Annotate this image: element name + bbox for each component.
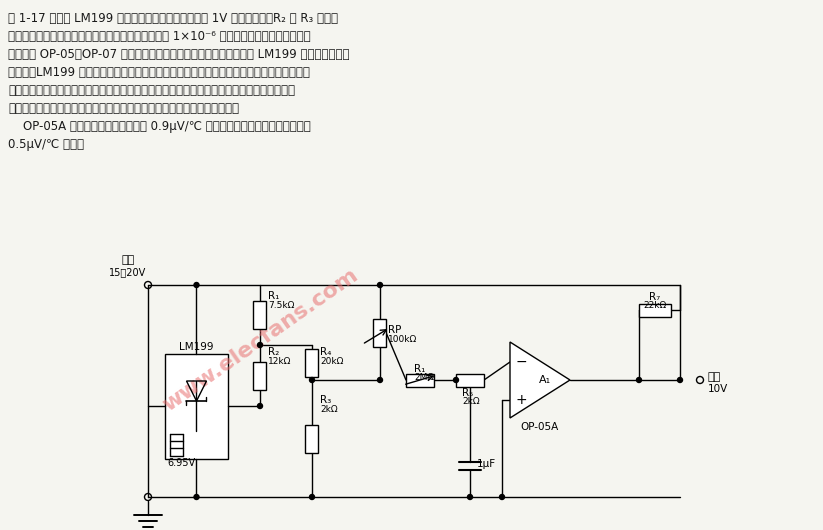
- Circle shape: [636, 377, 641, 383]
- Bar: [253, 361, 267, 390]
- Bar: [305, 425, 319, 453]
- Circle shape: [309, 494, 314, 499]
- Bar: [406, 374, 434, 386]
- Text: 输入: 输入: [121, 255, 135, 265]
- Text: 2MΩ: 2MΩ: [414, 374, 434, 383]
- Text: 2kΩ: 2kΩ: [462, 398, 480, 407]
- Text: www.elecfans.com: www.elecfans.com: [159, 265, 361, 415]
- Circle shape: [453, 377, 458, 383]
- Text: 10V: 10V: [708, 384, 728, 394]
- Text: 2kΩ: 2kΩ: [320, 405, 337, 414]
- Polygon shape: [510, 342, 570, 418]
- Text: 低温度系数的金属膜电阵或线绕电阵，从适合精度为 1×10⁻⁶ 的基准电源看，比较容易得到: 低温度系数的金属膜电阵或线绕电阵，从适合精度为 1×10⁻⁶ 的基准电源看，比较…: [8, 30, 310, 43]
- Text: 12kΩ: 12kΩ: [268, 357, 291, 366]
- Text: 20kΩ: 20kΩ: [320, 357, 343, 366]
- Text: R₃: R₃: [320, 395, 331, 405]
- Bar: [253, 301, 267, 329]
- Bar: [305, 349, 319, 376]
- Text: R₂: R₂: [268, 347, 279, 357]
- Circle shape: [467, 494, 472, 499]
- Text: 的运放有 OP-05、OP-07 等，选用这类运放可获得良好的效果。为使 LM199 内恒温槽更有效: 的运放有 OP-05、OP-07 等，选用这类运放可获得良好的效果。为使 LM1…: [8, 48, 350, 61]
- Bar: [456, 374, 484, 386]
- Circle shape: [309, 377, 314, 383]
- Text: 100kΩ: 100kΩ: [388, 335, 417, 344]
- Text: 图 1-17 是采用 LM199 构成标准电源电路，它可替代 1V 的标准电池。R₂ 和 R₃ 要选用: 图 1-17 是采用 LM199 构成标准电源电路，它可替代 1V 的标准电池。…: [8, 12, 338, 25]
- Text: 0.5μV/℃ 以下。: 0.5μV/℃ 以下。: [8, 138, 84, 151]
- Bar: [165, 354, 228, 458]
- Circle shape: [378, 282, 383, 287]
- Text: R₄: R₄: [320, 347, 332, 357]
- Text: LM199: LM199: [179, 341, 214, 351]
- Text: 地工作，LM199 整个置于盒内，与外界热隔离，这样就会获得良好效果。组装这类高精度电: 地工作，LM199 整个置于盒内，与外界热隔离，这样就会获得良好效果。组装这类高…: [8, 66, 310, 79]
- Text: R₁: R₁: [268, 291, 279, 301]
- Text: RP: RP: [388, 325, 402, 335]
- Circle shape: [258, 342, 263, 348]
- Circle shape: [677, 377, 682, 383]
- Circle shape: [500, 494, 504, 499]
- Circle shape: [194, 282, 199, 287]
- Text: +: +: [516, 393, 528, 407]
- Text: 6.95V: 6.95V: [167, 458, 195, 468]
- Circle shape: [378, 377, 383, 383]
- Text: R₇: R₇: [649, 292, 661, 302]
- Text: 15～20V: 15～20V: [109, 267, 146, 277]
- Bar: [639, 304, 671, 316]
- Text: 1μF: 1μF: [477, 459, 496, 469]
- Text: 22kΩ: 22kΩ: [644, 302, 667, 311]
- Text: 基板；地线应粗；焊接后的基板应用酒精等清洗干净；机械结构应结实等。: 基板；地线应粗；焊接后的基板应用酒精等清洗干净；机械结构应结实等。: [8, 102, 239, 115]
- Text: 输出: 输出: [708, 372, 721, 382]
- Bar: [374, 319, 387, 347]
- Circle shape: [194, 494, 199, 499]
- Text: R₅: R₅: [462, 388, 473, 399]
- Text: 路时应注意以下几点：应重视元器件的选用；禁止使用管座；应认真焊接线；应使用环氧玻璃: 路时应注意以下几点：应重视元器件的选用；禁止使用管座；应认真焊接线；应使用环氧玻…: [8, 84, 295, 97]
- Text: OP-05A 是一种不用调整时保证有 0.9μV/℃ 的运放，若进行偏置微调，可达到: OP-05A 是一种不用调整时保证有 0.9μV/℃ 的运放，若进行偏置微调，可…: [8, 120, 311, 133]
- Text: R₁: R₁: [414, 365, 425, 375]
- Text: OP-05A: OP-05A: [521, 422, 559, 432]
- Text: A₁: A₁: [539, 375, 551, 385]
- Circle shape: [258, 403, 263, 409]
- Text: −: −: [516, 355, 528, 369]
- Text: 7.5kΩ: 7.5kΩ: [268, 301, 295, 310]
